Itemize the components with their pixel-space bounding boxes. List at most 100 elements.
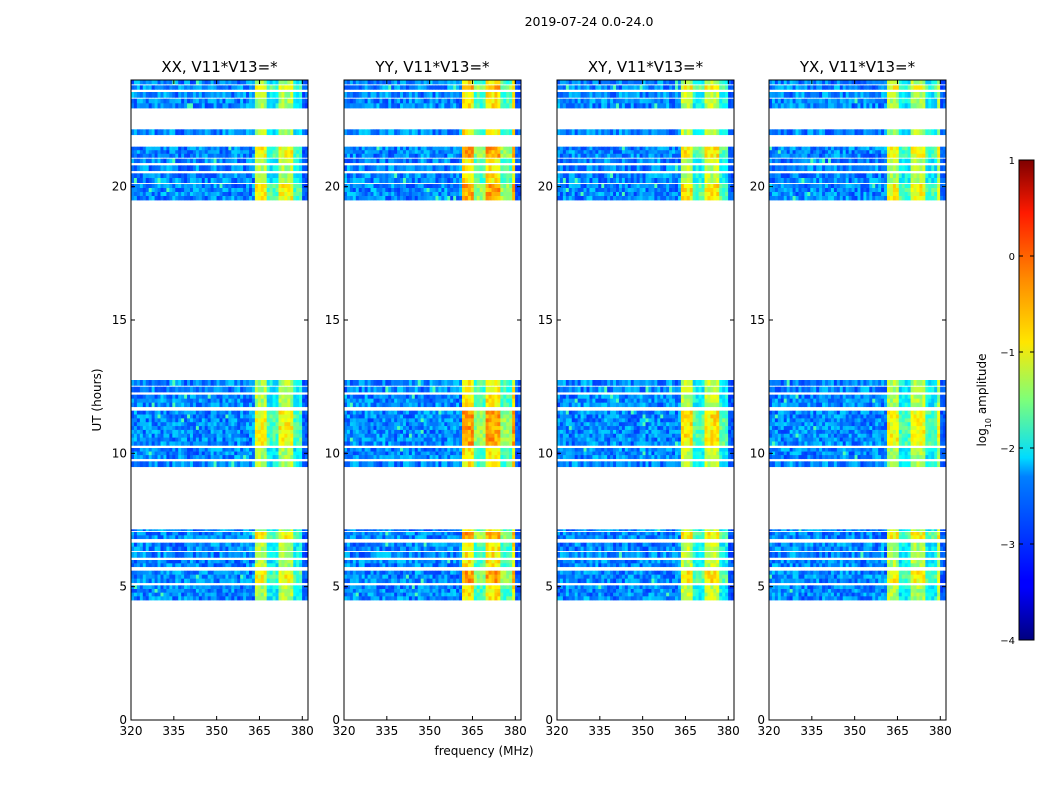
heatmap-cell	[515, 398, 519, 404]
heatmap-cell	[423, 560, 427, 564]
heatmap-cell	[145, 451, 150, 456]
heatmap-cell	[509, 563, 513, 568]
heatmap-cell	[349, 455, 354, 460]
heatmap-cell	[219, 535, 223, 540]
heatmap-cell	[429, 386, 433, 393]
heatmap-cell	[216, 570, 220, 576]
heatmap-cell	[201, 433, 206, 439]
heatmap-cell	[441, 546, 445, 552]
heatmap-cell	[222, 410, 226, 415]
heatmap-cell	[246, 150, 250, 155]
heatmap-cell	[506, 426, 510, 431]
heatmap-cell	[467, 546, 472, 552]
heatmap-cell	[447, 426, 451, 431]
heatmap-cell	[503, 592, 507, 597]
heatmap-cell	[281, 596, 285, 601]
heatmap-cell	[213, 560, 217, 564]
heatmap-cell	[447, 461, 451, 468]
heatmap-cell	[136, 192, 141, 197]
heatmap-cell	[240, 429, 244, 435]
heatmap-cell	[157, 196, 161, 201]
heatmap-cell	[302, 178, 306, 184]
heatmap-cell	[260, 448, 265, 452]
heatmap-cell	[344, 398, 348, 404]
heatmap-cell	[405, 563, 410, 568]
heatmap-cell	[305, 196, 309, 201]
heatmap-cell	[228, 546, 232, 552]
heatmap-cell	[213, 441, 217, 446]
heatmap-cell	[246, 455, 250, 460]
heatmap-cell	[225, 596, 229, 601]
heatmap-cell	[509, 418, 513, 423]
heatmap-cell	[459, 437, 463, 442]
heatmap-cell	[213, 98, 217, 104]
heatmap-cell	[278, 165, 282, 172]
heatmap-cell	[278, 92, 282, 98]
heatmap-cell	[429, 529, 433, 532]
heatmap-cell	[192, 414, 197, 419]
heatmap-cell	[169, 592, 173, 597]
heatmap-cell	[462, 461, 466, 468]
heatmap-cell	[157, 542, 161, 548]
heatmap-cell	[175, 461, 179, 468]
heatmap-cell	[198, 188, 203, 193]
heatmap-cell	[172, 455, 176, 460]
heatmap-cell	[391, 574, 395, 580]
heatmap-cell	[293, 402, 297, 408]
heatmap-cell	[204, 589, 209, 594]
heatmap-cell	[278, 570, 282, 576]
heatmap-cell	[157, 563, 161, 568]
heatmap-cell	[429, 535, 433, 540]
heatmap-cell	[423, 386, 427, 393]
heatmap-cell	[500, 418, 504, 423]
heatmap-cell	[198, 437, 203, 442]
heatmap-cell	[175, 398, 179, 404]
heatmap-cell	[136, 437, 141, 442]
heatmap-cell	[385, 437, 389, 442]
heatmap-cell	[299, 414, 303, 419]
heatmap-cell	[284, 80, 288, 85]
heatmap-cell	[160, 98, 164, 104]
heatmap-cell	[246, 188, 250, 193]
heatmap-cell	[515, 402, 519, 408]
heatmap-cell	[181, 98, 185, 104]
heatmap-cell	[160, 596, 164, 601]
heatmap-cell	[470, 455, 475, 460]
heatmap-cell	[151, 560, 155, 564]
heatmap-cell	[228, 448, 232, 452]
heatmap-cell	[444, 380, 448, 386]
heatmap-cell	[190, 542, 194, 548]
heatmap-cell	[364, 380, 368, 386]
heatmap-cell	[450, 414, 454, 419]
heatmap-cell	[172, 196, 176, 201]
heatmap-cell	[163, 380, 167, 386]
heatmap-cell	[497, 398, 501, 404]
heatmap-cell	[240, 188, 244, 193]
heatmap-cell	[429, 589, 433, 594]
heatmap-cell	[184, 426, 188, 431]
heatmap-cell	[131, 535, 135, 540]
heatmap-cell	[432, 589, 436, 594]
heatmap-cell	[450, 433, 454, 439]
heatmap-cell	[234, 563, 238, 568]
heatmap-cell	[184, 542, 188, 548]
heatmap-cell	[518, 426, 522, 431]
heatmap-cell	[187, 165, 191, 172]
heatmap-cell	[515, 422, 519, 427]
heatmap-cell	[299, 429, 303, 435]
heatmap-cell	[388, 570, 392, 576]
heatmap-cell	[423, 380, 427, 386]
heatmap-cell	[251, 178, 256, 184]
heatmap-cell	[506, 414, 510, 419]
heatmap-cell	[257, 596, 262, 601]
heatmap-cell	[284, 429, 288, 435]
heatmap-cell	[275, 386, 279, 393]
heatmap-cell	[266, 386, 271, 393]
heatmap-cell	[305, 592, 309, 597]
heatmap-cell	[243, 437, 247, 442]
heatmap-cell	[151, 441, 155, 446]
heatmap-cell	[184, 80, 188, 85]
heatmap-cell	[426, 461, 430, 468]
heatmap-cell	[394, 402, 398, 408]
heatmap-cell	[290, 535, 294, 540]
